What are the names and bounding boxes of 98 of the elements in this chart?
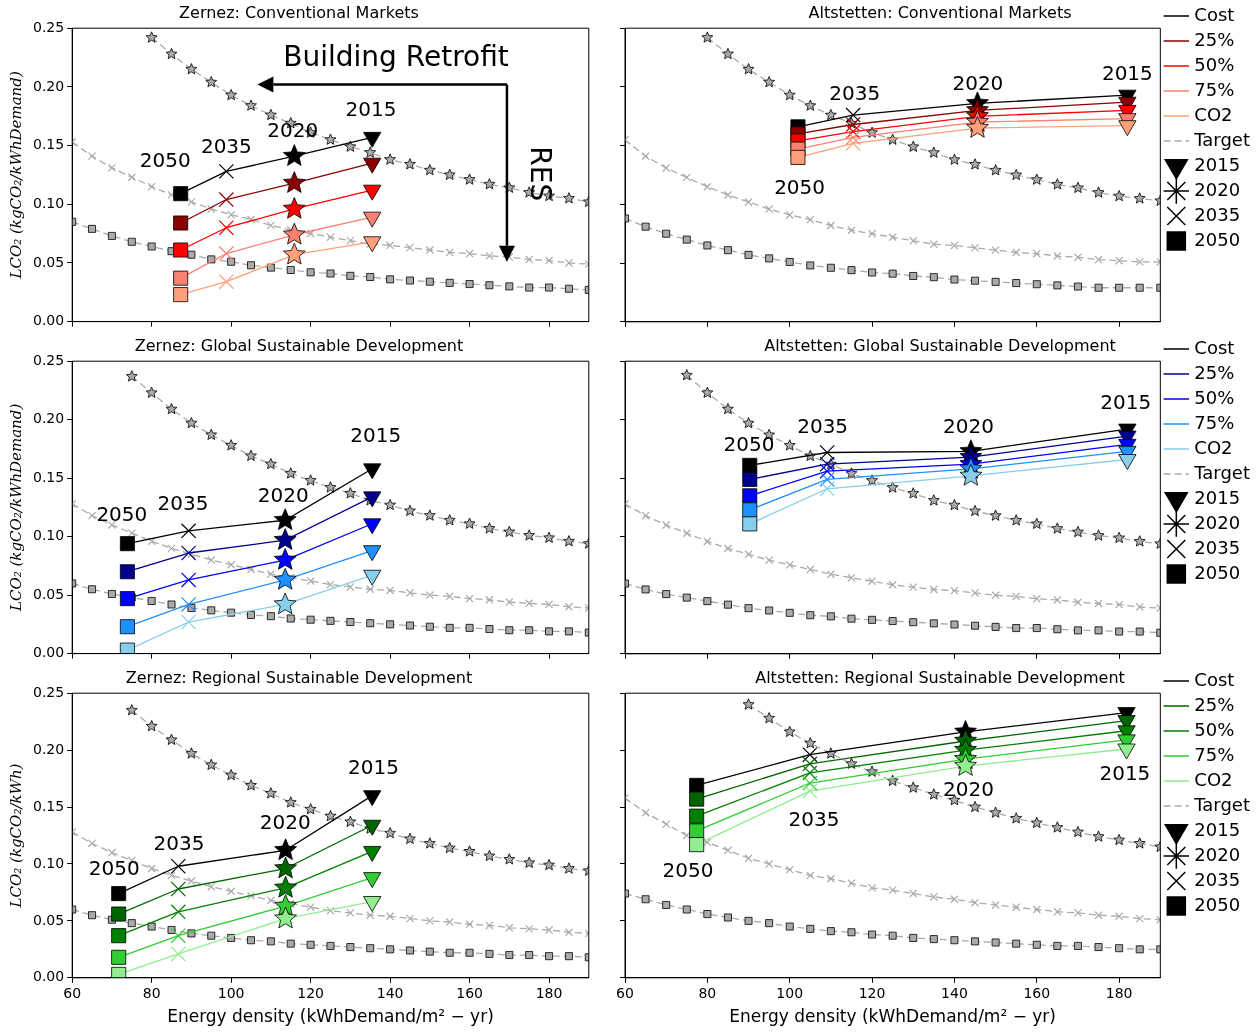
legend-label: 2035 <box>1194 536 1241 558</box>
y-tick-label: 0.10 <box>33 194 65 211</box>
annotation: 2035 <box>153 830 205 855</box>
annotation: 2050 <box>774 175 826 200</box>
annotation: 2015 <box>347 754 399 779</box>
y-tick-label: 0.10 <box>33 854 65 871</box>
annotation: 2020 <box>942 777 994 802</box>
y-tick-label: 0.25 <box>33 683 65 700</box>
y-axis-title: LCO₂ (kgCO₂/kWhDemand) <box>6 403 25 613</box>
x-tick-label: 140 <box>376 984 404 1001</box>
legend-label: 50% <box>1194 718 1235 740</box>
y-tick-label: 0.25 <box>33 18 65 35</box>
legend-label: CO2 <box>1194 436 1233 458</box>
y-tick-label: 0.20 <box>33 740 65 757</box>
y-tick-label: 0.15 <box>33 136 65 153</box>
legend-label: Target <box>1193 461 1250 483</box>
legend-label: CO2 <box>1194 103 1233 125</box>
annotation: 2050 <box>96 501 148 526</box>
annotation: 2015 <box>350 423 402 448</box>
x-tick-label: 100 <box>776 984 804 1001</box>
annotation: 2015 <box>1100 389 1152 414</box>
y-tick-label: 0.00 <box>33 968 65 985</box>
legend-label: Cost <box>1194 3 1235 25</box>
legend-label: 2035 <box>1194 203 1241 225</box>
x-tick-label: 60 <box>63 984 82 1001</box>
y-tick-label: 0.25 <box>33 351 65 368</box>
legend-label: 2050 <box>1194 228 1241 250</box>
chart-title: Altstetten: Conventional Markets <box>808 2 1072 22</box>
annotation: 2015 <box>345 96 397 121</box>
y-tick-label: 0.20 <box>33 410 65 427</box>
x-axis-title: Energy density (kWhDemand/m² − yr) <box>729 1006 1056 1027</box>
x-tick-label: 60 <box>616 984 634 1001</box>
legend-label: 2015 <box>1194 818 1241 840</box>
y-tick-label: 0.00 <box>33 644 65 661</box>
legend-label: Target <box>1193 128 1250 150</box>
x-tick-label: 120 <box>297 984 324 1001</box>
chart-title: Altstetten: Regional Sustainable Development <box>755 667 1125 687</box>
legend-label: 50% <box>1194 53 1235 75</box>
annotation: 2015 <box>1101 61 1153 86</box>
annotation: RES <box>524 146 558 202</box>
annotation: 2035 <box>157 491 209 516</box>
legend-label: Cost <box>1194 336 1235 358</box>
legend-label: Cost <box>1194 668 1235 690</box>
annotation: 2020 <box>942 414 994 439</box>
y-tick-label: 0.00 <box>33 312 65 329</box>
annotation: 2035 <box>200 134 252 159</box>
chart-title: Zernez: Conventional Markets <box>179 2 419 22</box>
x-tick-label: 160 <box>456 984 483 1001</box>
legend-label: 25% <box>1194 361 1235 383</box>
legend-label: 2050 <box>1194 561 1241 583</box>
legend-label: 25% <box>1194 693 1235 715</box>
y-tick-label: 0.05 <box>33 911 65 928</box>
legend-label: 50% <box>1194 386 1235 408</box>
legend-label: 2020 <box>1194 843 1241 865</box>
y-tick-label: 0.20 <box>33 77 65 94</box>
x-tick-label: 80 <box>142 984 161 1001</box>
x-tick-label: 180 <box>1105 984 1133 1001</box>
annotation: 2050 <box>723 431 775 456</box>
legend-label: 2015 <box>1194 153 1241 175</box>
annotation: 2015 <box>1099 761 1151 786</box>
y-tick-label: 0.15 <box>33 468 65 485</box>
y-tick-label: 0.15 <box>33 797 65 814</box>
legend-label: 75% <box>1194 411 1235 433</box>
y-tick-label: 0.05 <box>33 253 65 270</box>
x-tick-label: 180 <box>535 984 563 1001</box>
y-axis-title: LCO₂ (kgCO₂/kWhDemand) <box>6 71 25 280</box>
legend-label: 2050 <box>1194 893 1241 915</box>
legend-label: Target <box>1193 793 1250 815</box>
legend-label: 25% <box>1194 28 1235 50</box>
chart-title: Zernez: Regional Sustainable Development <box>125 667 473 687</box>
annotation: 2020 <box>952 70 1004 95</box>
y-tick-label: 0.10 <box>33 527 65 544</box>
y-axis-title: LCO₂ (kgCO₂/kWh) <box>6 763 25 909</box>
annotation: 2035 <box>829 81 881 106</box>
legend-label: 2015 <box>1194 486 1241 508</box>
legend-label: 75% <box>1194 78 1235 100</box>
annotation: 2035 <box>788 806 840 831</box>
annotation: 2020 <box>259 810 311 835</box>
annotation: 2035 <box>797 414 849 439</box>
legend-label: 2020 <box>1194 511 1241 533</box>
legend-label: 2020 <box>1194 178 1241 200</box>
annotation: 2020 <box>257 483 309 508</box>
legend-label: 75% <box>1194 743 1235 765</box>
legend-label: 2035 <box>1194 868 1241 890</box>
chart-title: Altstetten: Global Sustainable Development <box>764 335 1116 355</box>
annotation: 2050 <box>139 148 191 173</box>
legend-label: CO2 <box>1194 768 1233 790</box>
chart-title: Zernez: Global Sustainable Development <box>134 335 464 355</box>
x-tick-label: 160 <box>1023 984 1051 1001</box>
annotation: 2050 <box>662 858 714 883</box>
annotation: Building Retrofit <box>283 39 509 73</box>
x-tick-label: 100 <box>217 984 245 1001</box>
x-tick-label: 80 <box>698 984 717 1001</box>
x-axis-title: Energy density (kWhDemand/m² − yr) <box>167 1006 494 1027</box>
annotation: 2050 <box>88 855 140 880</box>
x-tick-label: 140 <box>941 984 968 1001</box>
y-tick-label: 0.05 <box>33 585 65 602</box>
x-tick-label: 120 <box>858 984 886 1001</box>
